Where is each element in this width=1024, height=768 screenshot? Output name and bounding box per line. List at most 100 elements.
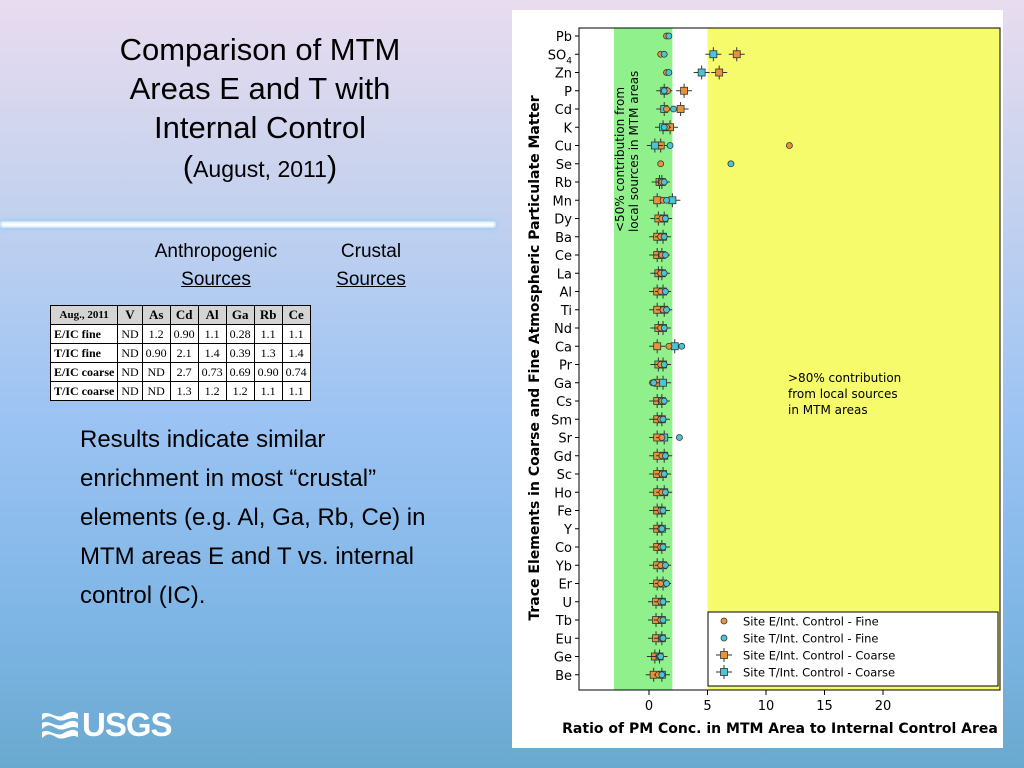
- data-point: [697, 68, 706, 77]
- data-point: [720, 634, 728, 642]
- data-point: [657, 160, 665, 168]
- table-cell: 0.69: [225, 362, 255, 382]
- table-cell: 2.7: [169, 362, 199, 382]
- chart-marks: [645, 32, 793, 682]
- x-tick-label: 10: [758, 699, 775, 714]
- data-point: [659, 415, 667, 423]
- data-point: [661, 288, 669, 295]
- data-point: [665, 342, 673, 350]
- table-row: E/IC fine ND 1.2 0.90 1.1 0.28 1.1 1.1: [49, 324, 311, 344]
- results-text: Results indicate similar enrichment in m…: [80, 426, 426, 609]
- row-label: T/IC fine: [49, 343, 119, 363]
- data-point: [659, 507, 667, 514]
- x-tick-label: 15: [816, 699, 833, 714]
- table-header-cell: V: [117, 305, 143, 325]
- legend-label: Site E/Int. Control - Coarse: [743, 649, 895, 663]
- legend-label: Site E/Int. Control - Fine: [743, 615, 879, 629]
- yellow-zone: [707, 28, 1000, 690]
- y-tick-label: Fe: [557, 505, 572, 520]
- x-tick-label: 5: [703, 699, 711, 714]
- title-date: August, 2011: [193, 156, 327, 182]
- table-cell: 0.28: [225, 324, 255, 344]
- data-point: [650, 379, 658, 387]
- table-cell: ND: [141, 362, 171, 382]
- y-tick-label: P: [564, 85, 572, 100]
- y-tick-label: Sc: [557, 468, 572, 483]
- data-point: [660, 397, 668, 405]
- y-tick-label-subscript: 4: [566, 56, 572, 66]
- table-cell: 0.90: [253, 362, 283, 382]
- x-tick-label: 0: [645, 699, 653, 714]
- data-point: [657, 653, 665, 660]
- data-point: [660, 178, 668, 186]
- y-tick-label: Er: [558, 578, 572, 593]
- data-point: [659, 616, 667, 624]
- data-point: [663, 105, 670, 113]
- y-tick-label: Cd: [555, 103, 572, 118]
- data-point: [660, 324, 668, 332]
- table-cell: 0.74: [281, 362, 311, 382]
- table-header-cell: As: [141, 305, 171, 325]
- title-divider: [0, 221, 496, 228]
- y-tick-label: Ti: [560, 304, 572, 319]
- data-point: [663, 580, 670, 587]
- y-tick-label: Pr: [559, 359, 573, 374]
- data-point: [659, 634, 667, 642]
- x-tick-label: 20: [875, 699, 892, 714]
- title-line-2: Areas E and T with: [129, 71, 391, 106]
- y-tick-label: Eu: [556, 632, 572, 647]
- table-cell: 1.1: [197, 324, 227, 344]
- table-header-cell: Ga: [225, 305, 255, 325]
- table-cell: 1.1: [281, 324, 311, 344]
- crustal-sources-label: Crustal Sources: [320, 238, 422, 294]
- y-tick-label: Nd: [554, 322, 572, 337]
- legend-label: Site T/Int. Control - Fine: [743, 632, 879, 646]
- table-cell: 0.73: [197, 362, 227, 382]
- data-point: [660, 87, 668, 95]
- data-point: [720, 651, 728, 659]
- data-point: [715, 68, 724, 77]
- y-tick-label: Pb: [556, 30, 572, 45]
- data-point: [680, 86, 689, 95]
- data-point: [661, 561, 669, 569]
- green-zone-label-line1: <50% contribution from: [613, 87, 627, 232]
- data-point: [658, 434, 666, 441]
- data-point: [659, 543, 667, 551]
- table-cell: 2.1: [169, 343, 199, 363]
- y-tick-label: Ho: [554, 486, 572, 501]
- y-tick-label: Ca: [555, 340, 572, 355]
- data-point: [660, 361, 668, 368]
- data-point: [661, 215, 669, 222]
- data-point: [666, 142, 674, 149]
- table-cell: 1.1: [253, 324, 283, 344]
- data-point: [661, 251, 669, 259]
- table-cell: 1.2: [225, 381, 255, 401]
- data-point: [660, 269, 668, 277]
- title-line-3: Internal Control: [154, 110, 366, 145]
- data-point: [659, 598, 667, 606]
- y-tick-label: Dy: [554, 213, 572, 228]
- table-row: E/IC coarse ND ND 2.7 0.73 0.69 0.90 0.7…: [49, 362, 311, 382]
- table-cell: 1.3: [253, 343, 283, 363]
- crustal-label-line2: Sources: [336, 269, 406, 290]
- y-tick-label: Y: [563, 523, 572, 538]
- y-tick-label: Co: [555, 541, 572, 556]
- table-header-cell: Al: [197, 305, 227, 325]
- y-tick-label: Rb: [555, 176, 572, 191]
- data-point: [653, 342, 662, 351]
- table-row: T/IC coarse ND ND 1.3 1.2 1.2 1.1 1.1: [49, 381, 311, 401]
- enrichment-chart: <50% contribution from local sources in …: [527, 27, 1001, 737]
- title-line-1: Comparison of MTM: [119, 32, 401, 67]
- title-paren-open: (: [182, 149, 194, 184]
- usgs-logo-text: USGS: [82, 706, 173, 743]
- y-tick-label: Yb: [555, 559, 572, 574]
- anthropogenic-label-line2: Sources: [181, 269, 251, 290]
- chart-zones: [613, 28, 1000, 690]
- table-header-row: Aug., 2011 V As Cd Al Ga Rb Ce: [49, 305, 311, 325]
- y-tick-label: Be: [555, 669, 572, 684]
- slide-title: Comparison of MTM Areas E and T with Int…: [60, 30, 460, 189]
- y-tick-label: La: [557, 267, 572, 282]
- y-tick-label: Zn: [555, 67, 572, 82]
- anthropogenic-label-line1: Anthropogenic: [154, 241, 278, 262]
